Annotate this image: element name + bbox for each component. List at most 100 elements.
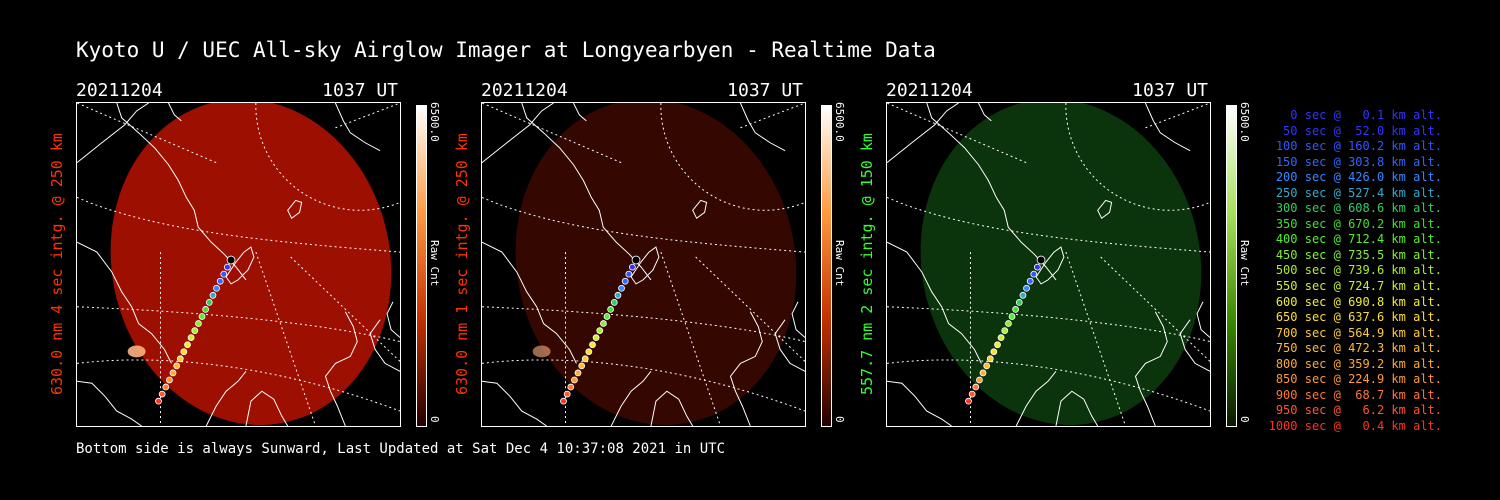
colorbar	[1226, 105, 1237, 427]
colorbar-min: 0	[1238, 416, 1251, 423]
legend-entry: 300 sec @ 608.6 km alt.	[1275, 201, 1442, 216]
legend-entry: 50 sec @ 52.0 km alt.	[1283, 123, 1442, 138]
allsky-map	[481, 102, 806, 427]
trajectory-marker	[176, 355, 184, 363]
panel-time: 1037 UT	[727, 80, 803, 101]
trajectory-marker	[631, 255, 641, 265]
footer-status: Bottom side is always Sunward, Last Upda…	[76, 441, 726, 457]
trajectory-marker	[195, 320, 202, 327]
trajectory-marker	[180, 348, 188, 356]
legend-entry: 900 sec @ 68.7 km alt.	[1275, 387, 1442, 402]
trajectory-marker	[209, 291, 217, 299]
trajectory-marker	[574, 369, 582, 377]
airglow-disk	[110, 103, 392, 426]
panel-date: 20211204	[76, 80, 163, 101]
colorbar-max: 6500.0	[833, 102, 846, 142]
panel-time: 1037 UT	[322, 80, 398, 101]
trajectory-marker	[1005, 320, 1012, 327]
coastlines	[887, 103, 1210, 426]
trajectory-marker	[162, 383, 170, 391]
trajectory-marker	[1030, 270, 1038, 278]
legend-entry: 100 sec @ 160.2 km alt.	[1275, 139, 1442, 154]
trajectory-marker	[983, 362, 991, 370]
allsky-map	[76, 102, 401, 427]
airglow-disk	[920, 103, 1202, 426]
trajectory-marker	[184, 341, 191, 349]
trajectory-marker	[614, 291, 622, 299]
imager-panel-2: 20211204 1037 UT 630.0 nm 1 sec intg. @ …	[453, 80, 921, 430]
map-image	[77, 103, 400, 426]
trajectory-marker	[560, 397, 567, 405]
trajectory-marker	[1001, 327, 1009, 334]
trajectory-marker	[187, 334, 195, 342]
trajectory-marker	[1036, 255, 1046, 265]
trajectory-marker	[1023, 284, 1030, 292]
imager-panel-3: 20211204 1037 UT 557.7 nm 2 sec intg. @ …	[858, 80, 1326, 430]
trajectory-marker	[158, 390, 166, 398]
legend-entry: 850 sec @ 224.9 km alt.	[1275, 372, 1442, 387]
trajectory-marker	[607, 306, 614, 313]
trajectory-marker	[198, 313, 206, 320]
trajectory-marker	[1008, 313, 1016, 320]
trajectory-marker	[986, 355, 994, 363]
emission-spot	[532, 345, 551, 358]
legend-entry: 400 sec @ 712.4 km alt.	[1275, 232, 1442, 247]
trajectory-marker	[1012, 306, 1019, 313]
trajectory-marker	[965, 397, 972, 405]
trajectory-marker	[1033, 263, 1041, 271]
trajectory-marker	[571, 376, 578, 384]
colorbar-max: 6500.0	[428, 102, 441, 142]
trajectory-marker	[618, 284, 625, 292]
panel-date: 20211204	[481, 80, 568, 101]
emission-spot	[127, 345, 146, 358]
legend-entry: 1000 sec @ 0.4 km alt.	[1268, 418, 1442, 433]
legend-entry: 500 sec @ 739.6 km alt.	[1275, 263, 1442, 278]
trajectory-marker	[1026, 277, 1034, 285]
panel-channel-label: 630.0 nm 1 sec intg. @ 250 km	[453, 133, 471, 396]
trajectory-marker	[589, 341, 596, 349]
legend-entry: 800 sec @ 359.2 km alt.	[1275, 356, 1442, 371]
map-image	[482, 103, 805, 426]
panel-time: 1037 UT	[1132, 80, 1208, 101]
allsky-map	[886, 102, 1211, 427]
trajectory-marker	[578, 362, 586, 370]
trajectory-marker	[563, 390, 571, 398]
colorbar-unit: Raw Cnt	[428, 240, 441, 287]
panel-date: 20211204	[886, 80, 973, 101]
colorbar	[416, 105, 427, 427]
trajectory-marker	[610, 298, 618, 306]
trajectory-marker	[600, 320, 607, 327]
trajectory-marker	[567, 383, 575, 391]
colorbar-unit: Raw Cnt	[1238, 240, 1251, 287]
trajectory-marker	[220, 270, 228, 278]
legend-entry: 450 sec @ 735.5 km alt.	[1275, 247, 1442, 262]
trajectory-marker	[968, 390, 976, 398]
trajectory-marker	[625, 270, 633, 278]
airglow-disk	[515, 103, 797, 426]
trajectory-marker	[202, 306, 209, 313]
trajectory-marker	[581, 355, 589, 363]
trajectory-marker	[1015, 298, 1023, 306]
trajectory-marker	[205, 298, 213, 306]
colorbar-max: 6500.0	[1238, 102, 1251, 142]
trajectory-marker	[628, 263, 636, 271]
colorbar-min: 0	[428, 416, 441, 423]
legend-entry: 0 sec @ 0.1 km alt.	[1290, 108, 1442, 122]
legend-entry: 250 sec @ 527.4 km alt.	[1275, 185, 1442, 200]
trajectory-marker	[166, 376, 173, 384]
imager-panel-1: 20211204 1037 UT 630.0 nm 4 sec intg. @ …	[48, 80, 516, 430]
trajectory-marker	[1019, 291, 1027, 299]
legend-entry: 150 sec @ 303.8 km alt.	[1275, 154, 1442, 169]
colorbar	[821, 105, 832, 427]
legend-entry: 700 sec @ 564.9 km alt.	[1275, 325, 1442, 340]
legend-entry: 200 sec @ 426.0 km alt.	[1275, 170, 1442, 185]
trajectory-marker	[972, 383, 980, 391]
panel-channel-label: 630.0 nm 4 sec intg. @ 250 km	[48, 133, 66, 396]
legend-entry: 650 sec @ 637.6 km alt.	[1275, 310, 1442, 325]
trajectory-marker	[621, 277, 629, 285]
trajectory-marker	[603, 313, 611, 320]
trajectory-marker	[169, 369, 177, 377]
page-title: Kyoto U / UEC All-sky Airglow Imager at …	[76, 38, 936, 62]
legend-entry: 750 sec @ 472.3 km alt.	[1275, 341, 1442, 356]
colorbar-min: 0	[833, 416, 846, 423]
